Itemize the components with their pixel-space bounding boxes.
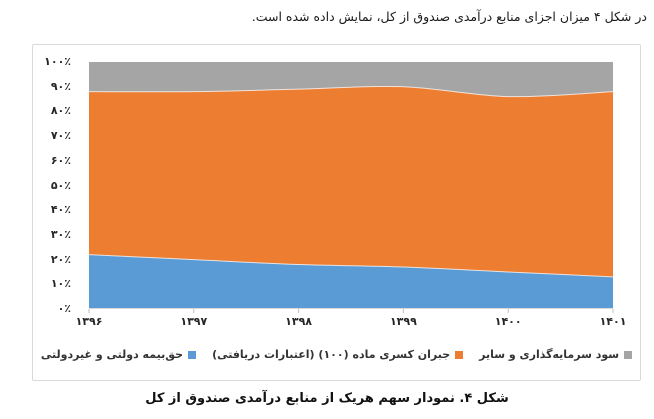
y-tick-label: ۰٪: [57, 302, 71, 315]
legend-label: جبران کسری ماده (۱۰۰) (اعتبارات دریافتی): [212, 348, 451, 361]
legend-item: جبران کسری ماده (۱۰۰) (اعتبارات دریافتی): [212, 348, 464, 361]
area-blue: [89, 254, 613, 309]
x-tick-label: ۱۴۰۱: [599, 315, 627, 328]
y-tick-label: ۱۰٪: [50, 277, 71, 291]
legend-label: حق‌بیمه دولتی و غیردولتی: [40, 348, 184, 361]
chart-container: ۱۰۰٪ ۹۰٪ ۸۰٪ ۷۰٪ ۶۰٪ ۵۰٪ ۴۰٪ ۳۰٪ ۲۰٪ ۱۰٪ ۰٪ ۱۳۹۶ ۱۳…: [32, 44, 641, 381]
legend-item: سود سرمایه‌گذاری و سایر: [479, 348, 633, 361]
legend-swatch-icon: [188, 350, 197, 359]
figure-caption: شکل ۴. نمودار سهم هریک از منابع درآمدی ص…: [145, 391, 509, 406]
y-tick-label: ۲۰٪: [50, 252, 71, 266]
y-tick-label: ۷۰٪: [50, 129, 71, 143]
y-tick-label: ۹۰٪: [50, 79, 71, 93]
x-tick-label: ۱۳۹۶: [75, 315, 103, 328]
legend-swatch-icon: [455, 350, 464, 359]
stacked-area-plot: [88, 62, 614, 313]
legend-item: حق‌بیمه دولتی و غیردولتی: [40, 348, 197, 361]
y-tick-label: ۸۰٪: [50, 104, 71, 118]
area-orange: [89, 86, 613, 309]
y-tick-label: ۴۰٪: [50, 203, 71, 217]
x-tick-label: ۱۳۹۸: [285, 315, 313, 328]
boundary-line-upper: [88, 85, 614, 98]
y-tick-label: ۶۰٪: [50, 153, 71, 167]
legend-label: سود سرمایه‌گذاری و سایر: [479, 348, 620, 361]
y-tick-label: ۱۰۰٪: [44, 55, 71, 68]
x-tick-label: ۱۳۹۹: [389, 315, 417, 328]
y-tick-label: ۳۰٪: [50, 227, 71, 241]
legend-swatch-icon: [624, 350, 633, 359]
boundary-line-lower: [88, 254, 614, 278]
x-tick-label: ۱۴۰۰: [494, 315, 522, 328]
y-tick-label: ۵۰٪: [50, 178, 71, 192]
x-tick-label: ۱۳۹۷: [180, 315, 208, 328]
chart-legend: حق‌بیمه دولتی و غیردولتی جبران کسری ماده …: [33, 348, 640, 361]
intro-text: در شکل ۴ میزان اجزای منابع درآمدی صندوق …: [251, 9, 647, 24]
